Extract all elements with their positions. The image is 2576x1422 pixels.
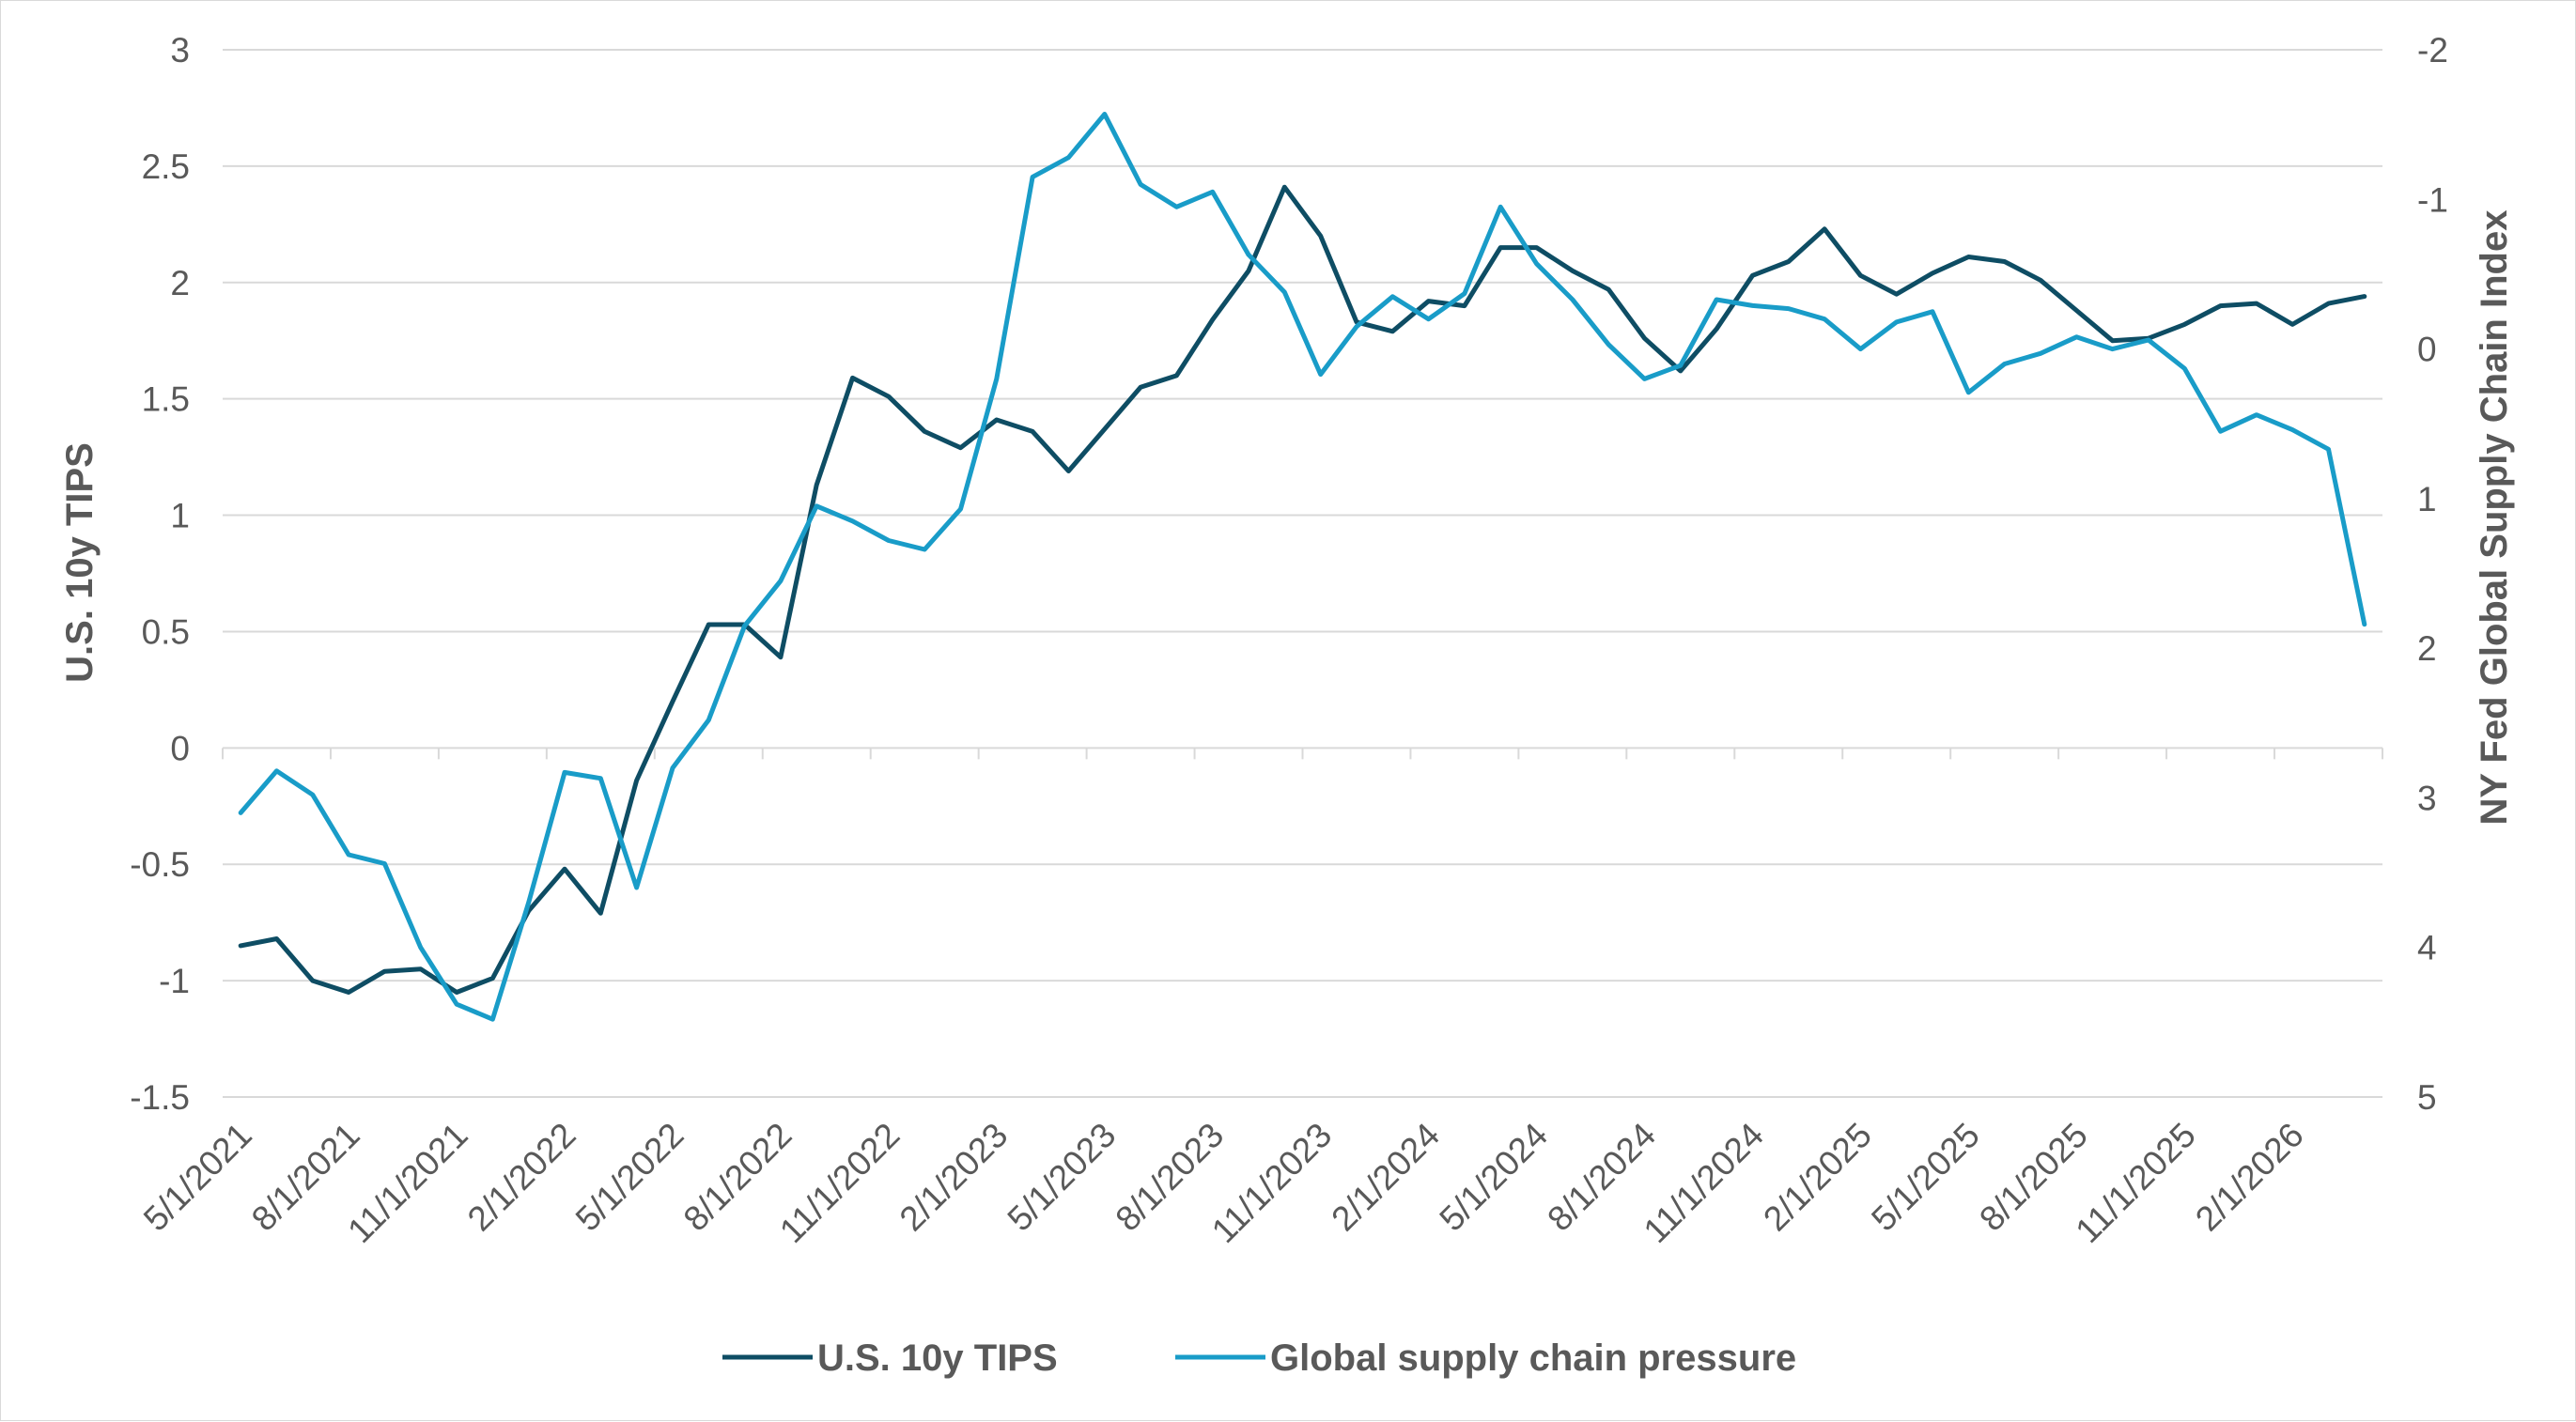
y-tick-label: 3 bbox=[170, 31, 190, 70]
y-axis-right: -2 -1 0 1 2 3 4 5 bbox=[2417, 31, 2448, 1117]
x-axis: 5/1/20218/1/202111/1/20212/1/20225/1/202… bbox=[136, 747, 2383, 1250]
y2-tick-label: 0 bbox=[2417, 331, 2437, 369]
x-tick-label: 2/1/2025 bbox=[1756, 1116, 1879, 1239]
x-tick-label: 2/1/2024 bbox=[1324, 1116, 1447, 1239]
y-tick-label: -0.5 bbox=[130, 845, 190, 884]
x-tick-label: 5/1/2023 bbox=[1001, 1116, 1124, 1239]
x-tick-label: 11/1/2022 bbox=[772, 1116, 907, 1250]
y-tick-label: 1.5 bbox=[142, 380, 190, 419]
y2-tick-label: 5 bbox=[2417, 1078, 2437, 1117]
x-tick-label: 11/1/2023 bbox=[1204, 1116, 1339, 1250]
x-tick-label: 11/1/2025 bbox=[2068, 1116, 2202, 1250]
x-tick-label: 5/1/2022 bbox=[568, 1116, 691, 1239]
y-tick-label: 2.5 bbox=[142, 147, 190, 186]
y-tick-label: 0 bbox=[170, 729, 190, 767]
y-tick-label: 1 bbox=[170, 497, 190, 535]
series-line-us-10y-tips bbox=[238, 184, 2367, 995]
x-tick-label: 2/1/2023 bbox=[892, 1116, 1016, 1239]
x-tick-label: 5/1/2021 bbox=[136, 1116, 259, 1239]
legend: U.S. 10y TIPS Global supply chain pressu… bbox=[722, 1337, 1796, 1379]
x-tick-label: 2/1/2026 bbox=[2188, 1116, 2311, 1239]
series-line-global-supply-chain-pressure bbox=[238, 112, 2367, 1022]
legend-label-tips: U.S. 10y TIPS bbox=[817, 1337, 1058, 1379]
x-tick-label: 2/1/2022 bbox=[460, 1116, 583, 1239]
y2-tick-label: 3 bbox=[2417, 779, 2437, 817]
y2-tick-label: 4 bbox=[2417, 929, 2437, 967]
x-tick-label: 11/1/2024 bbox=[1637, 1116, 1771, 1250]
x-tick-label: 11/1/2021 bbox=[340, 1116, 474, 1250]
y2-tick-label: -2 bbox=[2417, 31, 2448, 70]
y-axis-left: 3 2.5 2 1.5 1 0.5 0 -0.5 -1 -1.5 bbox=[130, 31, 190, 1117]
gridlines bbox=[223, 49, 2382, 1098]
x-tick-label: 5/1/2025 bbox=[1864, 1116, 1987, 1239]
legend-label-supply-chain: Global supply chain pressure bbox=[1270, 1337, 1796, 1379]
y-tick-label: -1.5 bbox=[130, 1078, 190, 1117]
y2-tick-label: 1 bbox=[2417, 480, 2437, 518]
y-tick-label: -1 bbox=[159, 962, 190, 1000]
series-lines bbox=[238, 112, 2367, 1022]
y2-tick-label: -1 bbox=[2417, 180, 2448, 219]
y-axis-title: U.S. 10y TIPS bbox=[59, 442, 101, 683]
y-tick-label: 2 bbox=[170, 264, 190, 302]
y2-tick-label: 2 bbox=[2417, 629, 2437, 668]
y2-axis-title: NY Fed Global Supply Chain Index bbox=[2474, 210, 2515, 826]
y-tick-label: 0.5 bbox=[142, 612, 190, 651]
x-tick-label: 5/1/2024 bbox=[1432, 1116, 1555, 1239]
